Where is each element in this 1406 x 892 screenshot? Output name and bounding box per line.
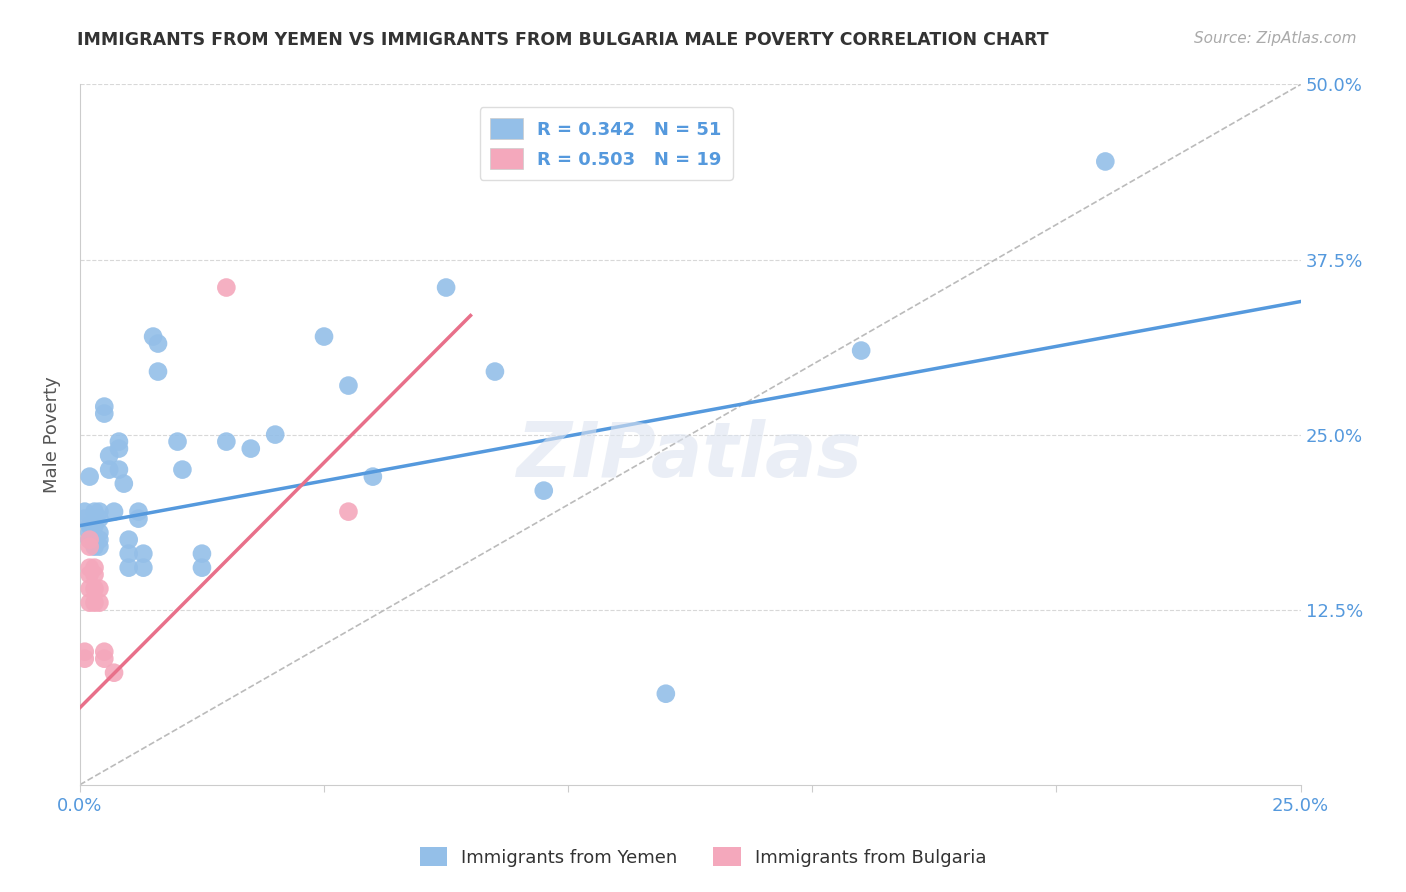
- Point: [146, 336, 169, 351]
- Point: [108, 434, 131, 449]
- Point: [93, 645, 115, 659]
- Point: [89, 596, 111, 610]
- Point: [73, 505, 96, 519]
- Point: [73, 651, 96, 665]
- Point: [83, 505, 105, 519]
- Point: [89, 540, 111, 554]
- Point: [103, 665, 125, 680]
- Point: [89, 505, 111, 519]
- Point: [79, 533, 101, 547]
- Text: ZIPatlas: ZIPatlas: [517, 418, 863, 492]
- Point: [83, 596, 105, 610]
- Point: [1094, 154, 1116, 169]
- Point: [98, 462, 121, 476]
- Y-axis label: Male Poverty: Male Poverty: [44, 376, 60, 493]
- Point: [166, 434, 188, 449]
- Point: [73, 645, 96, 659]
- Point: [83, 567, 105, 582]
- Point: [73, 511, 96, 525]
- Point: [191, 560, 214, 574]
- Point: [79, 560, 101, 574]
- Point: [118, 547, 141, 561]
- Point: [337, 378, 360, 392]
- Point: [83, 582, 105, 596]
- Point: [103, 505, 125, 519]
- Point: [264, 427, 287, 442]
- Point: [79, 525, 101, 540]
- Point: [172, 462, 194, 476]
- Point: [239, 442, 262, 456]
- Point: [312, 329, 335, 343]
- Point: [83, 533, 105, 547]
- Point: [83, 540, 105, 554]
- Point: [108, 442, 131, 456]
- Point: [132, 560, 155, 574]
- Point: [127, 505, 149, 519]
- Point: [142, 329, 165, 343]
- Point: [112, 476, 135, 491]
- Point: [118, 533, 141, 547]
- Point: [484, 365, 506, 379]
- Point: [146, 365, 169, 379]
- Text: IMMIGRANTS FROM YEMEN VS IMMIGRANTS FROM BULGARIA MALE POVERTY CORRELATION CHART: IMMIGRANTS FROM YEMEN VS IMMIGRANTS FROM…: [77, 31, 1049, 49]
- Point: [79, 567, 101, 582]
- Point: [89, 511, 111, 525]
- Point: [118, 560, 141, 574]
- Point: [434, 280, 457, 294]
- Point: [79, 518, 101, 533]
- Legend: Immigrants from Yemen, Immigrants from Bulgaria: Immigrants from Yemen, Immigrants from B…: [412, 840, 994, 874]
- Point: [127, 511, 149, 525]
- Point: [79, 533, 101, 547]
- Point: [337, 505, 360, 519]
- Point: [83, 518, 105, 533]
- Point: [79, 469, 101, 483]
- Legend: R = 0.342   N = 51, R = 0.503   N = 19: R = 0.342 N = 51, R = 0.503 N = 19: [479, 107, 733, 180]
- Point: [191, 547, 214, 561]
- Point: [132, 547, 155, 561]
- Point: [83, 560, 105, 574]
- Point: [83, 533, 105, 547]
- Point: [89, 533, 111, 547]
- Point: [93, 651, 115, 665]
- Point: [98, 449, 121, 463]
- Point: [849, 343, 872, 358]
- Point: [79, 596, 101, 610]
- Point: [79, 582, 101, 596]
- Point: [655, 687, 678, 701]
- Point: [215, 434, 238, 449]
- Point: [79, 540, 101, 554]
- Point: [93, 400, 115, 414]
- Point: [361, 469, 384, 483]
- Point: [108, 462, 131, 476]
- Point: [89, 525, 111, 540]
- Point: [89, 582, 111, 596]
- Point: [215, 280, 238, 294]
- Point: [533, 483, 555, 498]
- Point: [93, 407, 115, 421]
- Text: Source: ZipAtlas.com: Source: ZipAtlas.com: [1194, 31, 1357, 46]
